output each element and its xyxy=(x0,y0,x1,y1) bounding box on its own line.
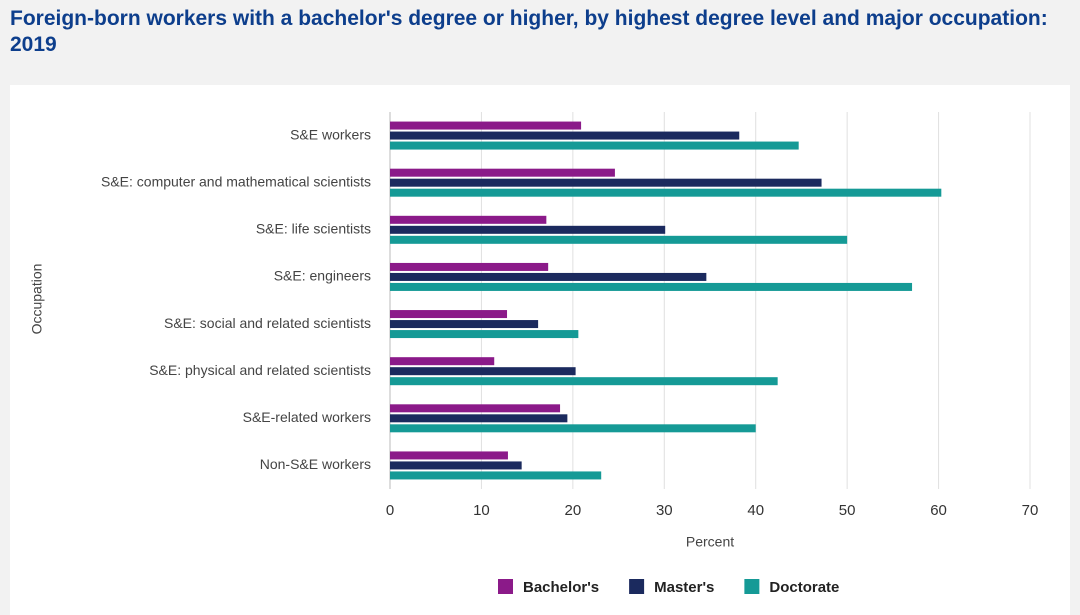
bar xyxy=(390,131,740,140)
y-tick-label: S&E workers xyxy=(290,126,371,142)
bar xyxy=(390,424,756,433)
y-tick-label: S&E: life scientists xyxy=(256,221,371,237)
bar xyxy=(390,121,582,130)
bar xyxy=(390,282,913,291)
x-tick-label: 30 xyxy=(656,502,673,519)
bar xyxy=(390,188,942,197)
bar xyxy=(390,414,568,423)
chart-title: Foreign-born workers with a bachelor's d… xyxy=(10,7,1048,56)
y-tick-label: S&E: social and related scientists xyxy=(164,315,371,331)
bar xyxy=(390,367,576,376)
y-axis-title: Occupation xyxy=(29,264,45,335)
bar xyxy=(390,272,707,281)
bar xyxy=(390,168,615,177)
y-tick-label: Non-S&E workers xyxy=(260,456,371,472)
x-tick-label: 70 xyxy=(1022,502,1039,519)
legend-label: Doctorate xyxy=(769,579,839,596)
bar xyxy=(390,262,549,271)
x-tick-label: 20 xyxy=(565,502,582,519)
legend-swatch xyxy=(498,579,513,594)
bar xyxy=(390,404,561,413)
legend-label: Bachelor's xyxy=(523,579,599,596)
legend-label: Master's xyxy=(654,579,714,596)
x-tick-label: 0 xyxy=(386,502,394,519)
x-tick-label: 50 xyxy=(839,502,856,519)
x-tick-label: 60 xyxy=(930,502,947,519)
x-tick-label: 40 xyxy=(747,502,764,519)
bar xyxy=(390,310,508,319)
y-tick-label: S&E-related workers xyxy=(243,409,371,425)
bar xyxy=(390,320,539,329)
y-tick-label: S&E: engineers xyxy=(274,268,371,284)
legend-swatch xyxy=(744,579,760,594)
bar xyxy=(390,471,602,480)
y-tick-label: S&E: physical and related scientists xyxy=(149,362,371,378)
bar xyxy=(390,225,666,234)
bar xyxy=(390,377,778,386)
bar xyxy=(390,451,508,460)
x-tick-label: 10 xyxy=(473,502,490,519)
bar xyxy=(390,178,822,187)
y-tick-label: S&E: computer and mathematical scientist… xyxy=(101,173,371,189)
x-axis-title: Percent xyxy=(686,534,734,550)
bar xyxy=(390,357,495,366)
legend-swatch xyxy=(629,579,645,594)
bar xyxy=(390,215,547,224)
bar xyxy=(390,141,799,150)
bar xyxy=(390,461,522,470)
bar xyxy=(390,330,579,339)
bar xyxy=(390,235,848,244)
